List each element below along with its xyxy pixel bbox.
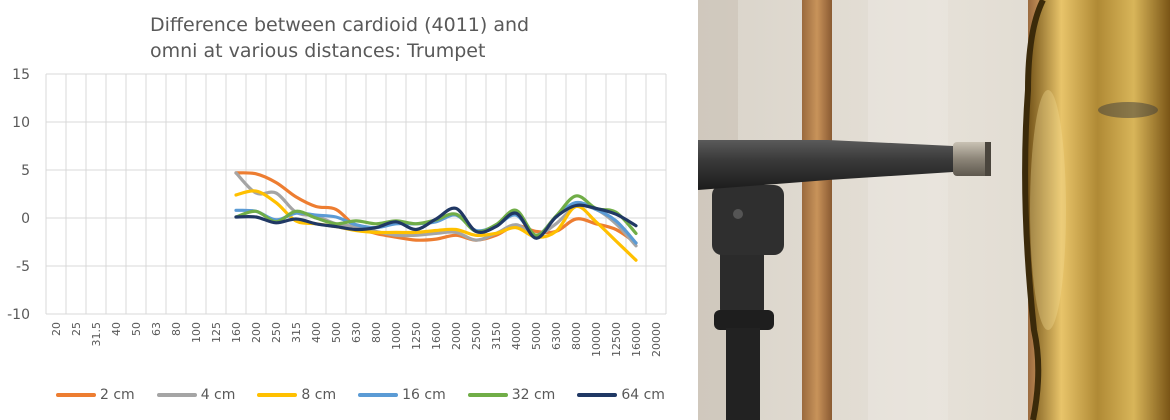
x-tick-label: 3150 bbox=[490, 322, 503, 350]
series-line-16-cm bbox=[234, 200, 638, 245]
chart-legend: 2 cm 4 cm 8 cm 16 cm 32 cm 64 cm bbox=[56, 384, 687, 406]
x-tick-label: 315 bbox=[290, 322, 303, 343]
chart-title-line-1: Difference between cardioid (4011) and bbox=[150, 14, 530, 36]
microphone-trumpet-photo bbox=[698, 0, 1170, 420]
series-line-2-cm bbox=[234, 171, 638, 245]
x-tick-label: 2500 bbox=[470, 322, 483, 350]
y-tick-label: 0 bbox=[21, 211, 30, 227]
chart-panel: Difference between cardioid (4011) and o… bbox=[7, 12, 687, 406]
x-tick-label: 6300 bbox=[550, 322, 563, 350]
x-tick-label: 40 bbox=[110, 322, 123, 336]
x-tick-label: 500 bbox=[330, 322, 343, 343]
x-tick-label: 12500 bbox=[610, 322, 623, 357]
legend-item: 2 cm bbox=[56, 387, 135, 403]
x-tick-label: 10000 bbox=[590, 322, 603, 357]
legend-label: 2 cm bbox=[100, 387, 135, 403]
y-tick-label: 15 bbox=[12, 67, 30, 83]
legend-item: 8 cm bbox=[257, 387, 336, 403]
legend-label: 16 cm bbox=[402, 387, 446, 403]
legend-item: 64 cm bbox=[577, 387, 665, 403]
x-tick-label: 800 bbox=[370, 322, 383, 343]
x-tick-label: 100 bbox=[190, 322, 203, 343]
x-tick-label: 16000 bbox=[630, 322, 643, 357]
x-tick-label: 630 bbox=[350, 322, 363, 343]
y-tick-label: -10 bbox=[7, 307, 30, 323]
x-tick-label: 20 bbox=[50, 322, 63, 336]
x-tick-label: 31.5 bbox=[90, 322, 103, 347]
series-line-64-cm bbox=[234, 203, 638, 240]
legend-swatch bbox=[257, 393, 298, 397]
x-tick-label: 50 bbox=[130, 322, 143, 336]
legend-item: 4 cm bbox=[156, 387, 236, 403]
legend-item: 32 cm bbox=[467, 387, 556, 403]
legend-label: 32 cm bbox=[511, 387, 556, 403]
x-tick-label: 1000 bbox=[390, 322, 403, 350]
x-tick-label: 125 bbox=[210, 322, 223, 343]
series-line-8-cm bbox=[234, 189, 638, 262]
x-tick-label: 160 bbox=[230, 322, 243, 343]
legend-item: 16 cm bbox=[358, 387, 446, 403]
x-tick-label: 400 bbox=[310, 322, 323, 343]
x-tick-label: 8000 bbox=[570, 322, 583, 350]
y-tick-label: -5 bbox=[16, 259, 30, 275]
x-tick-label: 4000 bbox=[510, 322, 523, 350]
y-tick-label: 5 bbox=[21, 163, 30, 179]
chart-title-line-2: omni at various distances: Trumpet bbox=[150, 40, 486, 62]
x-tick-label: 80 bbox=[170, 322, 183, 336]
chart-title: Difference between cardioid (4011) and o… bbox=[150, 12, 570, 64]
y-tick-label: 10 bbox=[12, 115, 30, 131]
x-tick-label: 20000 bbox=[650, 322, 663, 357]
x-tick-label: 1600 bbox=[430, 322, 443, 350]
legend-label: 8 cm bbox=[301, 387, 337, 403]
x-tick-label: 5000 bbox=[530, 322, 543, 350]
x-tick-label: 63 bbox=[150, 322, 163, 336]
legend-swatch bbox=[56, 393, 96, 397]
photo-panel bbox=[698, 0, 1170, 420]
x-tick-label: 2000 bbox=[450, 322, 463, 350]
legend-swatch bbox=[156, 393, 197, 397]
legend-swatch bbox=[358, 393, 399, 397]
series-line-4-cm bbox=[234, 171, 638, 248]
legend-swatch bbox=[577, 393, 618, 397]
x-tick-label: 1250 bbox=[410, 322, 423, 350]
chart-plot: -10 -5 0 5 10 15 20 25 31.5 40 50 63 80 100 125 160 200 2… bbox=[7, 67, 667, 357]
legend-label: 4 cm bbox=[200, 387, 236, 403]
legend-label: 64 cm bbox=[621, 387, 665, 403]
x-tick-label: 250 bbox=[270, 322, 283, 343]
x-tick-label: 25 bbox=[70, 322, 83, 336]
legend-swatch bbox=[467, 393, 508, 397]
x-tick-label: 200 bbox=[250, 322, 263, 343]
